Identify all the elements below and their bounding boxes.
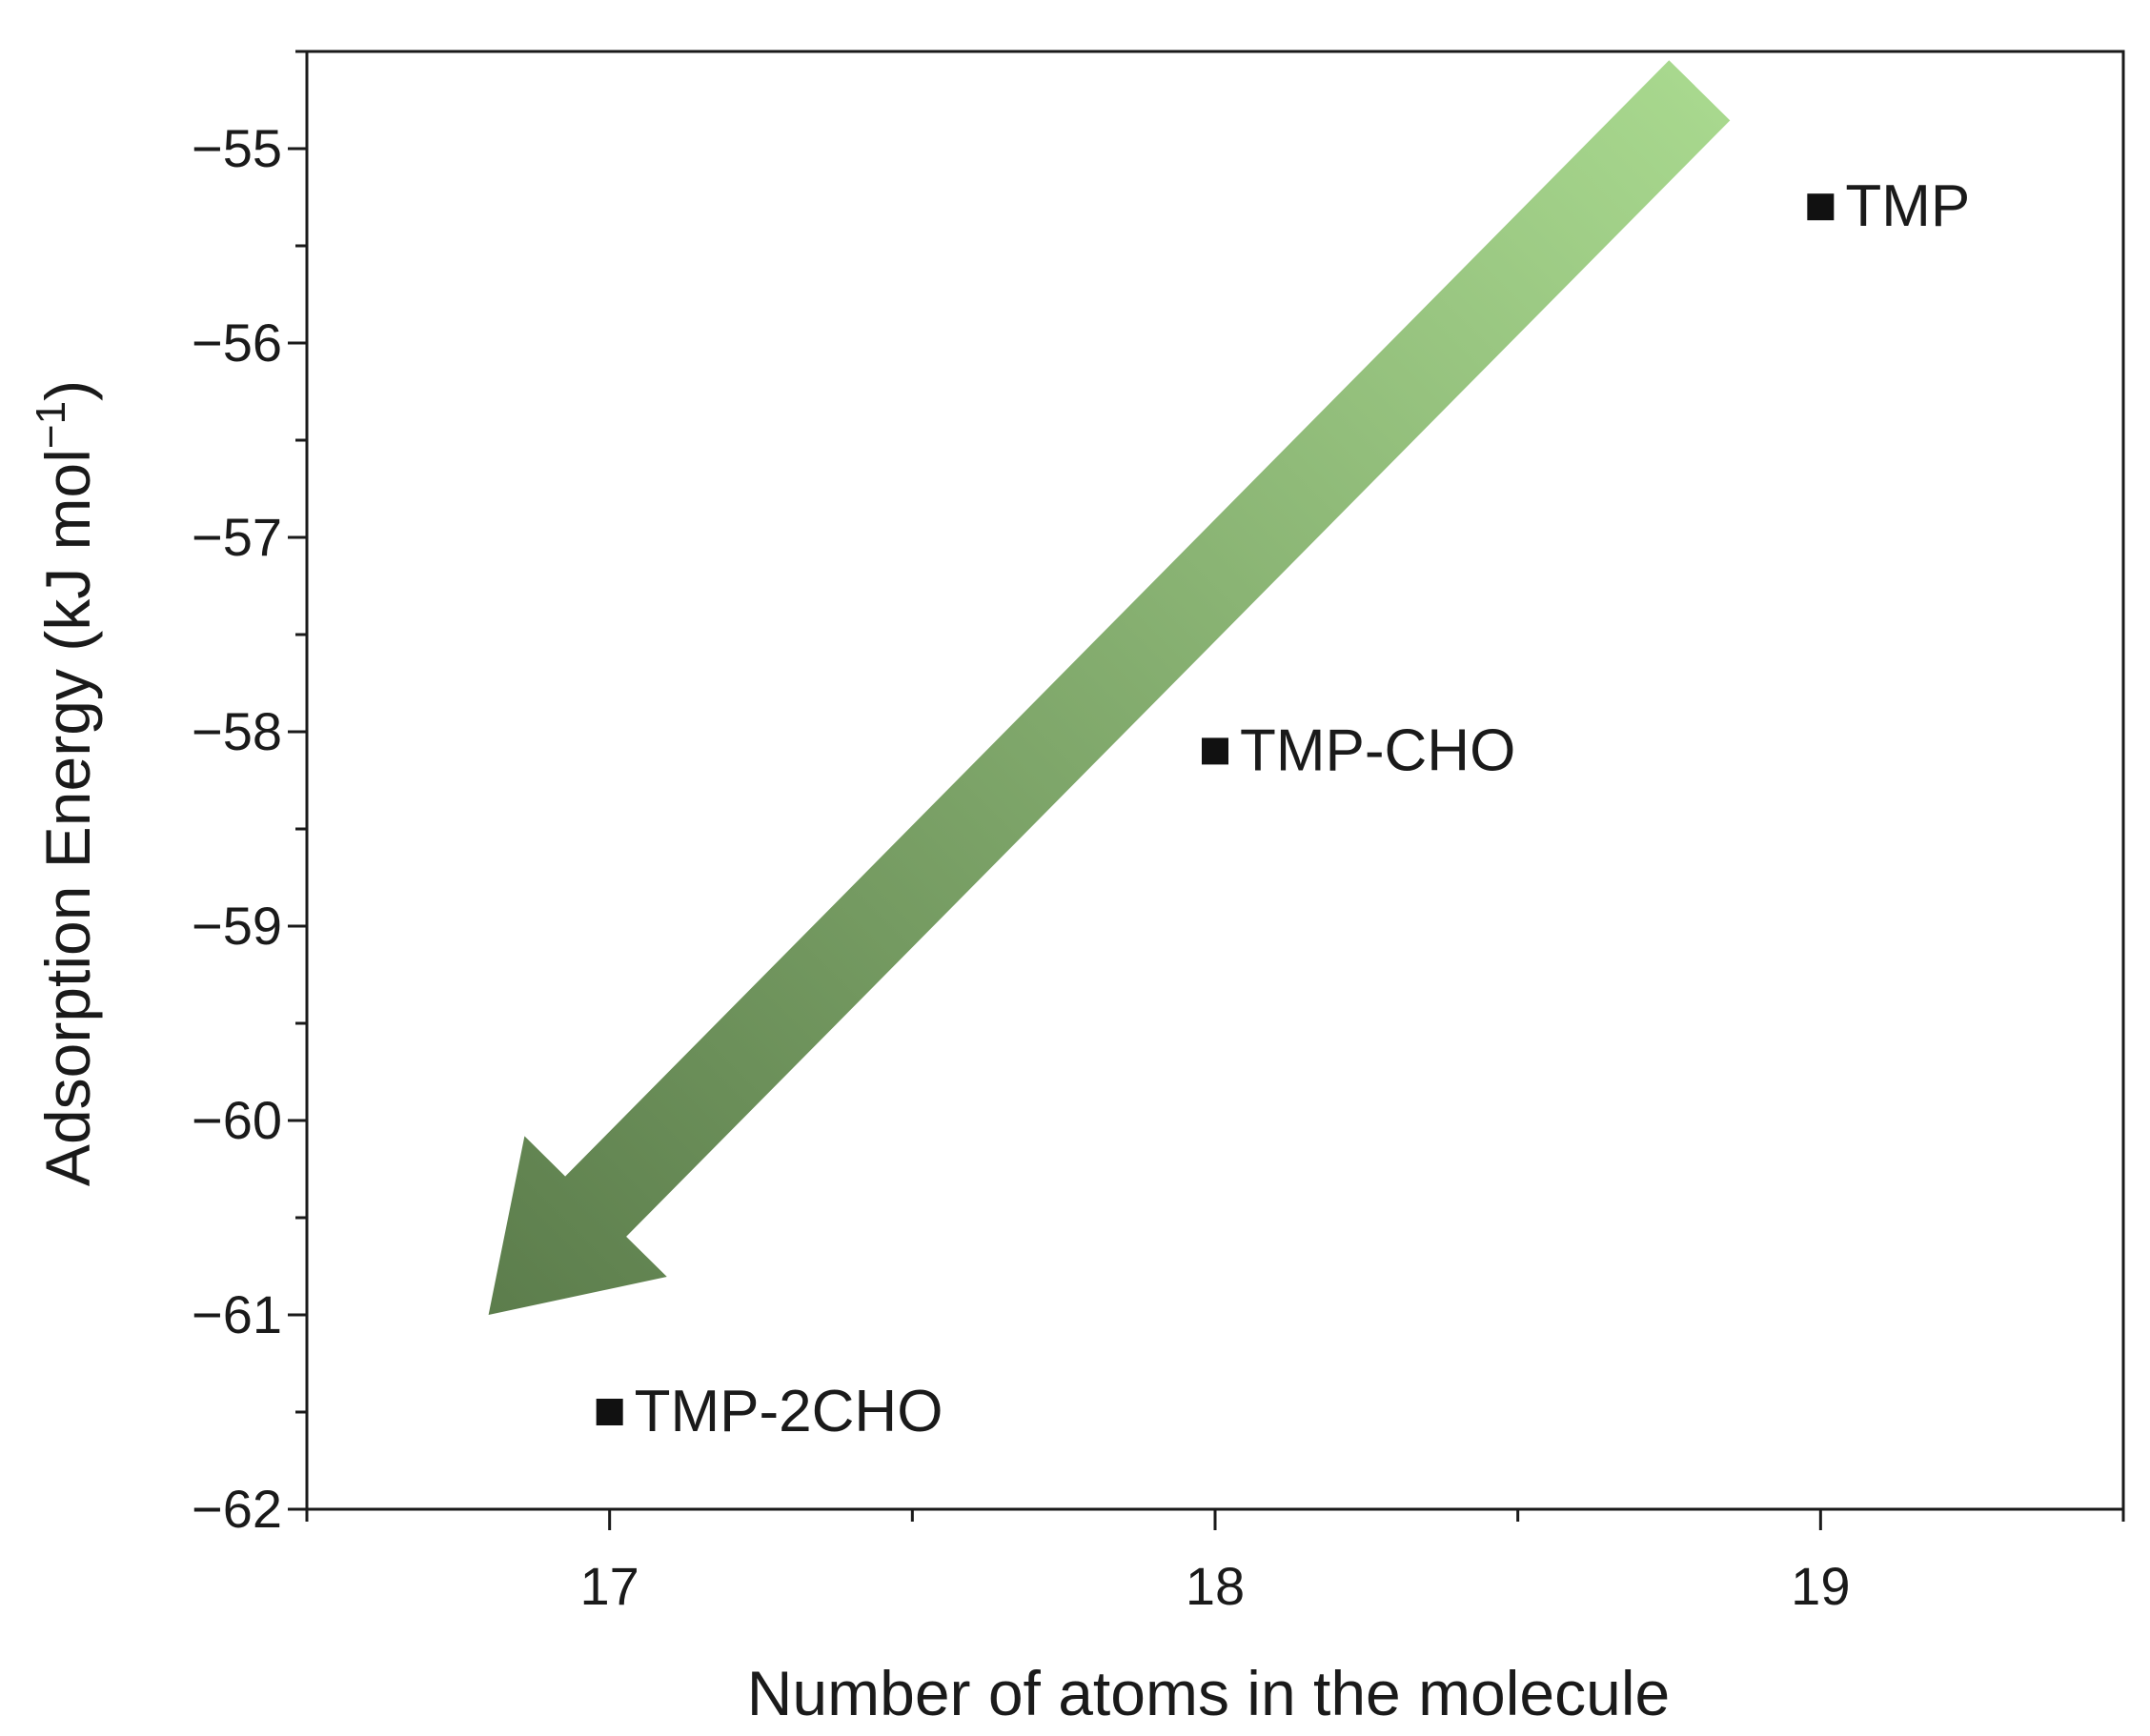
data-point-marker [596,1399,623,1425]
data-point-label: TMP-2CHO [635,1379,943,1444]
y-tick-label: −61 [192,1284,282,1344]
data-points: TMP TMP-CHO TMP-2CHO [596,173,1970,1444]
x-tick-label: 17 [580,1556,639,1616]
x-axis-label: Number of atoms in the molecule [747,1658,1670,1728]
y-tick-label: −56 [192,313,282,373]
x-axis: 17 18 19 [305,1509,2125,1616]
x-tick-label: 19 [1791,1556,1850,1616]
y-axis-label: Adsorption Energy (kJ mol−1) [28,380,103,1186]
data-point-marker [1807,193,1835,221]
y-tick-label: −57 [192,507,282,567]
y-tick-label: −62 [192,1479,282,1539]
y-tick-label: −58 [192,701,282,761]
data-point-label: TMP-CHO [1240,717,1515,783]
y-axis-label-suffix: ) [32,380,103,401]
y-tick-label: −59 [192,896,282,956]
trend-arrow-shape [488,60,1731,1316]
y-axis-label-main: Adsorption Energy (kJ mol [32,449,103,1186]
y-tick-label: −60 [192,1090,282,1150]
trend-arrow [488,60,1731,1316]
y-tick-label: −55 [192,118,282,178]
y-axis-label-superscript: −1 [28,401,74,449]
data-point-marker [1202,737,1228,765]
y-axis: −55 −56 −57 −58 −59 −60 −61 −62 [192,50,307,1539]
x-tick-label: 18 [1186,1556,1245,1616]
data-point-label: TMP [1845,173,1970,239]
